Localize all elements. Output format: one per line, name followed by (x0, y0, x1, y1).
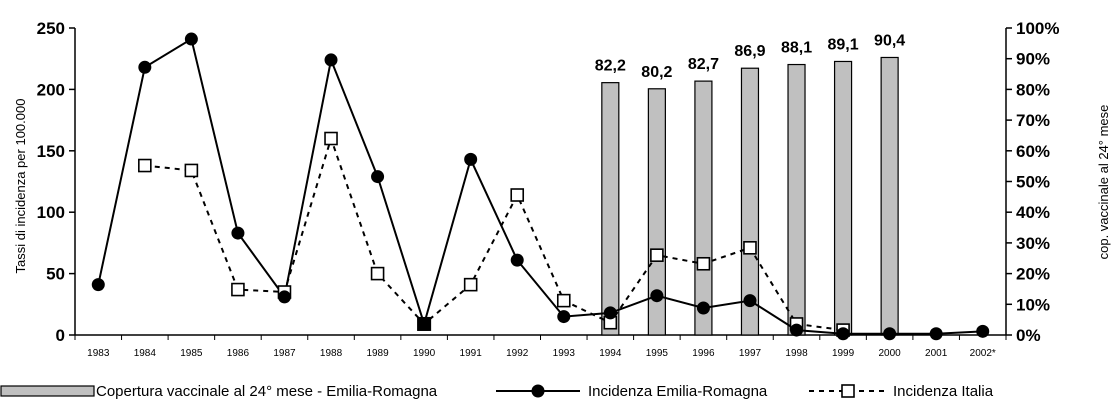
coverage-bar (880, 56, 899, 336)
italia-point (510, 188, 525, 202)
x-tick-label: 1993 (553, 348, 576, 359)
emilia-romagna-point (138, 60, 152, 74)
legend-label-coverage: Copertura vaccinale al 24° mese - Emilia… (96, 383, 438, 400)
emilia-romagna-point (184, 32, 198, 46)
x-tick-label: 1983 (87, 348, 110, 359)
coverage-bar (694, 80, 713, 336)
coverage-bar (787, 63, 806, 336)
coverage-bar (601, 82, 620, 336)
x-tick-label: 1986 (227, 348, 250, 359)
coverage-bar-label: 88,1 (781, 40, 812, 57)
y-right-tick-label: 0% (1016, 326, 1041, 345)
y-left-tick-label: 0 (56, 326, 65, 345)
y-axis-left-title: Tassi di incidenza per 100.000 (13, 99, 28, 274)
italia-line (144, 135, 844, 332)
emilia-romagna-point (696, 301, 710, 315)
y-right-tick-label: 50% (1016, 173, 1050, 192)
coverage-bar-label: 86,9 (734, 43, 765, 60)
italia-point (184, 163, 199, 178)
italia-point (370, 266, 385, 281)
emilia-romagna-point (976, 324, 990, 338)
legend-marker-italia (841, 384, 855, 398)
x-tick-label: 1991 (460, 348, 483, 359)
italia-point (743, 241, 757, 255)
emilia-romagna-point (790, 323, 804, 337)
italia-point (231, 282, 245, 297)
y-left-tick-label: 200 (37, 80, 65, 99)
italia-point (696, 256, 711, 271)
lines-incidence (91, 32, 990, 341)
legend: Copertura vaccinale al 24° mese - Emilia… (0, 383, 994, 400)
legend-swatch-coverage (0, 385, 95, 397)
bars-coverage (601, 56, 899, 336)
y-right-tick-label: 100% (1016, 19, 1059, 38)
x-tick-label: 2000 (879, 348, 902, 359)
x-tick-label: 1999 (832, 348, 855, 359)
emilia-romagna-point (557, 310, 571, 324)
emilia-romagna-point (91, 278, 105, 292)
bar-value-labels: 82,2 80,2 82,7 86,9 88,1 89,1 90,4 (595, 32, 906, 80)
x-tick-label: 1995 (646, 348, 669, 359)
italia-point (324, 131, 338, 146)
x-tick-label: 1992 (506, 348, 529, 359)
emilia-romagna-point (743, 294, 757, 308)
y-right-tick-label: 60% (1016, 142, 1050, 161)
emilia-romagna-line (97, 37, 983, 335)
y-left-tick-label: 100 (37, 203, 65, 222)
x-tick-label: 1998 (785, 348, 808, 359)
y-right-tick-label: 40% (1016, 203, 1050, 222)
emilia-romagna-point (277, 290, 291, 304)
italia-point (138, 158, 152, 173)
x-tick-label: 1996 (692, 348, 715, 359)
y-right-tick-label: 70% (1016, 111, 1050, 130)
y-left-tick-label: 150 (37, 142, 65, 161)
emilia-romagna-point (464, 152, 478, 166)
y-left-tick-label: 50 (46, 265, 65, 284)
y-right-tick-label: 10% (1016, 295, 1050, 314)
x-tick-label: 1989 (366, 348, 389, 359)
emilia-romagna-point (836, 327, 850, 341)
x-tick-label: 1997 (739, 348, 762, 359)
coverage-bar-label: 89,1 (828, 36, 859, 53)
italia-point (650, 248, 664, 262)
x-tick-label: 1985 (180, 348, 203, 359)
emilia-romagna-point (417, 316, 432, 331)
emilia-romagna-point (324, 53, 338, 67)
coverage-bar-label: 82,2 (595, 58, 626, 75)
x-tick-label: 1994 (599, 348, 622, 359)
coverage-bar-label: 90,4 (874, 32, 905, 49)
coverage-bar (647, 88, 666, 336)
emilia-romagna-point (929, 327, 943, 341)
coverage-bar (740, 67, 760, 336)
emilia-romagna-point (603, 306, 617, 320)
x-tick-label: 1987 (273, 348, 296, 359)
y-axis-right-title: cop. vaccinale al 24° mese (1096, 105, 1111, 260)
emilia-romagna-point (371, 170, 385, 184)
y-left-tick-label: 250 (37, 19, 65, 38)
emilia-romagna-point (510, 253, 524, 267)
axes: 0 50 100 150 200 250 0% 10% 20% 30% 40% 50% 60% 70% 80… (37, 19, 1060, 359)
y-right-tick-label: 90% (1016, 50, 1050, 69)
emilia-romagna-point (650, 289, 664, 303)
italia-point (463, 277, 478, 292)
y-right-tick-label: 80% (1016, 80, 1050, 99)
y-right-tick-label: 30% (1016, 234, 1050, 253)
emilia-romagna-point (883, 327, 897, 341)
coverage-bar-label: 82,7 (688, 56, 719, 73)
x-tick-label: 1988 (320, 348, 343, 359)
coverage-bar (833, 60, 853, 336)
x-tick-label: 1990 (413, 348, 436, 359)
x-tick-label: 2001 (925, 348, 948, 359)
x-tick-label: 1984 (134, 348, 157, 359)
legend-marker-emilia (531, 384, 545, 398)
y-right-tick-label: 20% (1016, 265, 1050, 284)
legend-label-emilia: Incidenza Emilia-Romagna (588, 383, 768, 400)
legend-label-italia: Incidenza Italia (893, 383, 994, 400)
emilia-romagna-point (231, 226, 245, 240)
x-tick-label: 2002* (970, 348, 996, 359)
coverage-bar-label: 80,2 (641, 64, 672, 81)
italia-point (556, 293, 571, 308)
